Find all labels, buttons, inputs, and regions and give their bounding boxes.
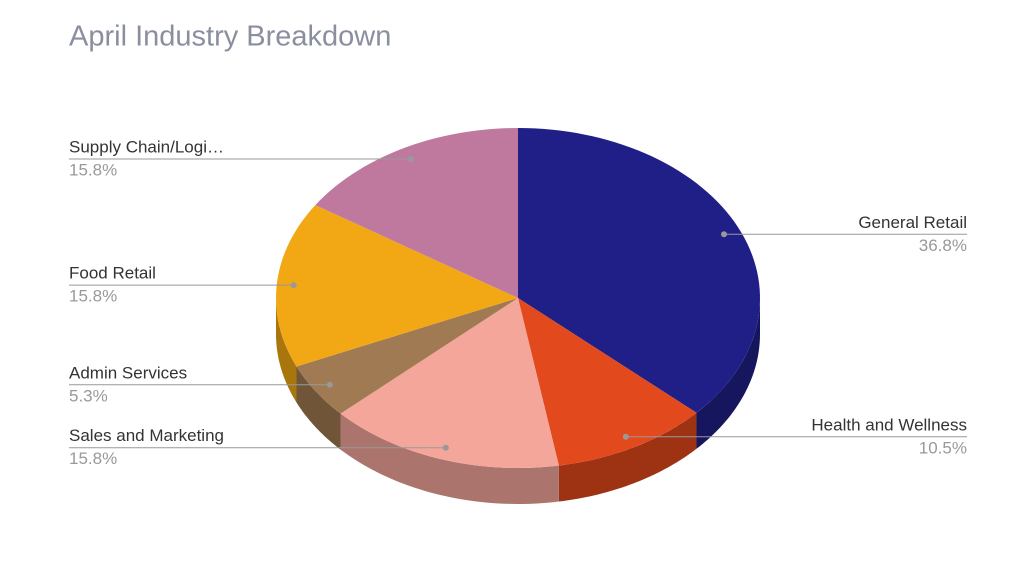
leader-dot bbox=[720, 231, 727, 238]
leader-dot bbox=[290, 282, 297, 289]
chart-title: April Industry Breakdown bbox=[69, 21, 391, 53]
leader-dot bbox=[407, 155, 414, 162]
slice-label: Food Retail bbox=[69, 264, 156, 283]
slice bbox=[518, 298, 697, 466]
leader-dot bbox=[326, 381, 333, 388]
slice-label: Sales and Marketing bbox=[69, 426, 224, 445]
slice-value: 15.8% bbox=[69, 449, 117, 468]
slice-side bbox=[296, 366, 341, 450]
slice-label: Admin Services bbox=[69, 363, 187, 382]
leader-dot bbox=[622, 433, 629, 440]
slice-label: Health and Wellness bbox=[811, 415, 967, 434]
slice-side bbox=[558, 412, 697, 502]
slice-value: 5.3% bbox=[69, 386, 108, 405]
slice-value: 10.5% bbox=[919, 438, 967, 457]
slice-side bbox=[696, 298, 760, 449]
slice bbox=[340, 298, 559, 468]
slice-value: 15.8% bbox=[69, 160, 117, 179]
slice-side bbox=[340, 413, 559, 504]
slice-label: Supply Chain/Logi… bbox=[69, 137, 224, 156]
slice bbox=[518, 128, 760, 413]
slice bbox=[315, 128, 518, 298]
slice-label: General Retail bbox=[858, 213, 967, 232]
slice-value: 15.8% bbox=[69, 287, 117, 306]
slice bbox=[296, 298, 518, 414]
slice-side bbox=[276, 298, 297, 403]
slice-value: 36.8% bbox=[919, 236, 967, 255]
slice bbox=[276, 205, 518, 367]
leader-dot bbox=[442, 444, 449, 451]
